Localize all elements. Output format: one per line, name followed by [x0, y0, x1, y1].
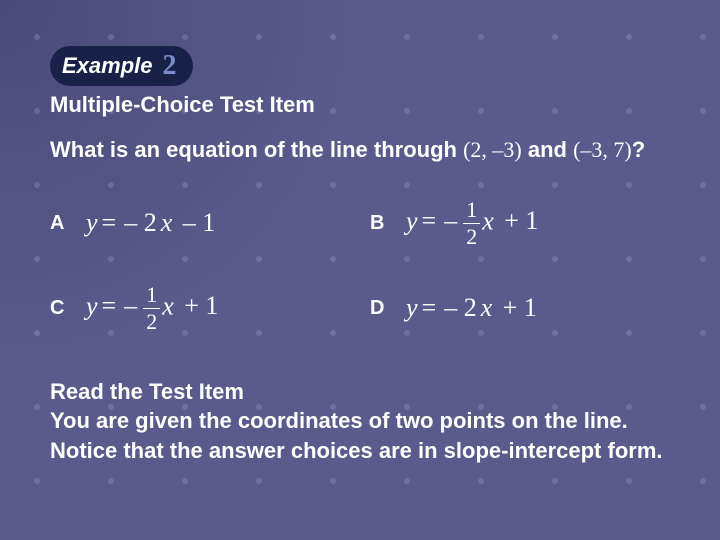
frac-num: 1	[143, 284, 160, 309]
explain-line1: You are given the coordinates of two poi…	[50, 406, 670, 436]
eq-equals: =	[418, 293, 441, 322]
eq-coef: – 2	[120, 208, 161, 237]
eq-x: x	[481, 293, 493, 322]
explanation: Read the Test Item You are given the coo…	[50, 377, 670, 466]
frac-num: 1	[463, 199, 480, 224]
eq-fraction: 12	[143, 284, 160, 333]
question-suffix: ?	[632, 137, 645, 162]
example-number: 2	[163, 50, 177, 82]
eq-const: + 1	[492, 293, 541, 322]
explain-line2: Notice that the answer choices are in sl…	[50, 436, 670, 466]
eq-equals: =	[98, 208, 121, 237]
choice-letter: D	[370, 297, 392, 320]
choice-letter: A	[50, 212, 72, 235]
slide-content: Example 2 Multiple-Choice Test Item What…	[0, 0, 720, 466]
choice-b: B y=–12x + 1	[370, 199, 670, 248]
frac-den: 2	[143, 309, 160, 333]
eq-const: – 1	[172, 208, 219, 237]
choice-letter: C	[50, 297, 72, 320]
question-point2: (–3, 7)	[573, 137, 632, 162]
choice-d: D y=– 2x + 1	[370, 284, 670, 333]
eq-neg: –	[440, 206, 461, 235]
eq-x: x	[162, 291, 174, 320]
eq-y: y	[86, 208, 98, 237]
question-mid: and	[522, 137, 573, 162]
choice-equation: y=–12x + 1	[406, 199, 542, 248]
choice-equation: y=– 2x – 1	[86, 208, 219, 238]
eq-fraction: 12	[463, 199, 480, 248]
choice-c: C y=–12x + 1	[50, 284, 350, 333]
choice-a: A y=– 2x – 1	[50, 199, 350, 248]
question-prefix: What is an equation of the line through	[50, 137, 463, 162]
eq-coef: – 2	[440, 293, 481, 322]
question-text: What is an equation of the line through …	[50, 136, 670, 165]
example-label: Example	[62, 53, 153, 79]
question-point1: (2, –3)	[463, 137, 522, 162]
eq-neg: –	[120, 291, 141, 320]
frac-den: 2	[463, 224, 480, 248]
eq-equals: =	[98, 291, 121, 320]
eq-equals: =	[418, 206, 441, 235]
choices-grid: A y=– 2x – 1 B y=–12x + 1 C y=–12x + 1 D…	[50, 199, 670, 333]
eq-const: + 1	[174, 291, 223, 320]
eq-y: y	[406, 206, 418, 235]
explain-heading: Read the Test Item	[50, 377, 670, 407]
choice-equation: y=–12x + 1	[86, 284, 222, 333]
eq-y: y	[86, 291, 98, 320]
eq-x: x	[482, 206, 494, 235]
eq-const: + 1	[494, 206, 543, 235]
choice-letter: B	[370, 212, 392, 235]
choice-equation: y=– 2x + 1	[406, 293, 541, 323]
eq-x: x	[161, 208, 173, 237]
example-badge: Example 2	[50, 46, 193, 86]
eq-y: y	[406, 293, 418, 322]
subtitle: Multiple-Choice Test Item	[50, 92, 670, 118]
